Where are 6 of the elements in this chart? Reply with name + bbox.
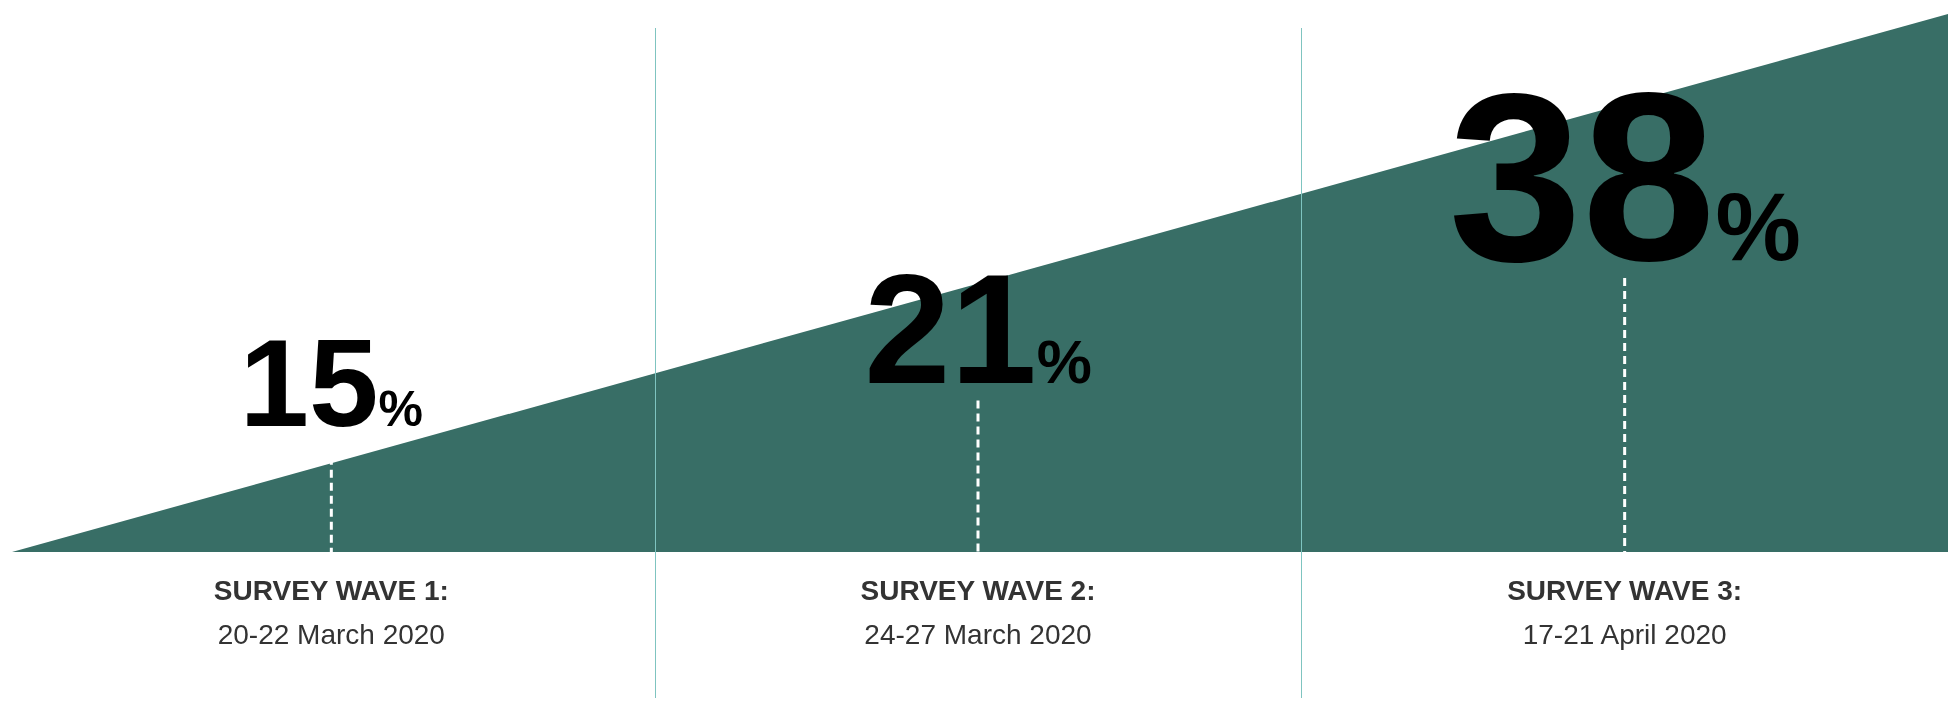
category-label: SURVEY WAVE 2: 24-27 March 2020 [860,575,1096,650]
data-label: 15% [239,312,424,452]
category-label: SURVEY WAVE 1: 20-22 March 2020 [213,575,449,650]
category-label: SURVEY WAVE 3: 17-21 April 2020 [1507,575,1743,650]
data-label: 38% [1448,43,1801,311]
data-label: 21% [864,242,1092,416]
